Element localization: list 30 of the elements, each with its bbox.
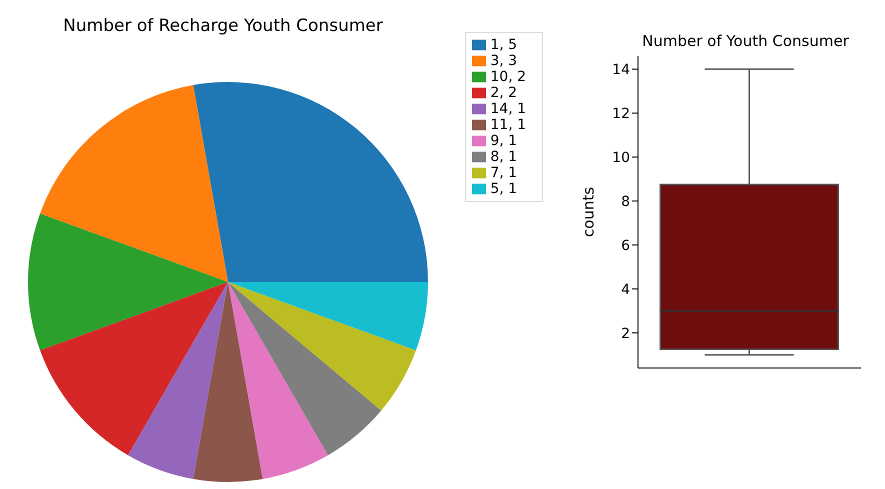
y-tick-label: 12	[612, 106, 630, 122]
legend-label: 3, 3	[490, 53, 518, 69]
pie-slice	[193, 282, 263, 482]
y-tick-label: 14	[612, 62, 630, 78]
y-tick-label: 10	[612, 150, 630, 166]
legend-label: 2, 2	[490, 85, 518, 101]
pie-slice	[28, 214, 228, 350]
pie-slice	[228, 282, 416, 411]
legend-label: 1, 5	[490, 37, 518, 53]
pie-slice	[128, 282, 228, 479]
pie-slice	[193, 82, 428, 282]
chart-title: Number of Recharge Youth Consumer	[62, 16, 384, 36]
pie-slice	[40, 282, 228, 456]
legend-label: 9, 1	[490, 133, 518, 149]
pie-slice	[228, 282, 328, 479]
pie-slice	[228, 282, 428, 350]
y-axis-title: counts	[579, 186, 598, 238]
legend-label: 11, 1	[490, 117, 526, 133]
legend-label: 14, 1	[490, 101, 526, 117]
y-tick-label: 4	[621, 282, 630, 298]
legend-label: 7, 1	[490, 165, 518, 181]
legend-label: 8, 1	[490, 149, 518, 165]
y-tick-label: 8	[621, 194, 630, 210]
pie-slice	[228, 282, 382, 456]
legend-label: 5, 1	[490, 181, 518, 197]
legend-label: 10, 2	[490, 69, 526, 85]
pie-slice	[40, 85, 228, 282]
chart-title: Number of Youth Consumer	[641, 32, 850, 50]
y-tick-label: 6	[621, 238, 630, 254]
y-tick-label: 2	[621, 326, 630, 342]
